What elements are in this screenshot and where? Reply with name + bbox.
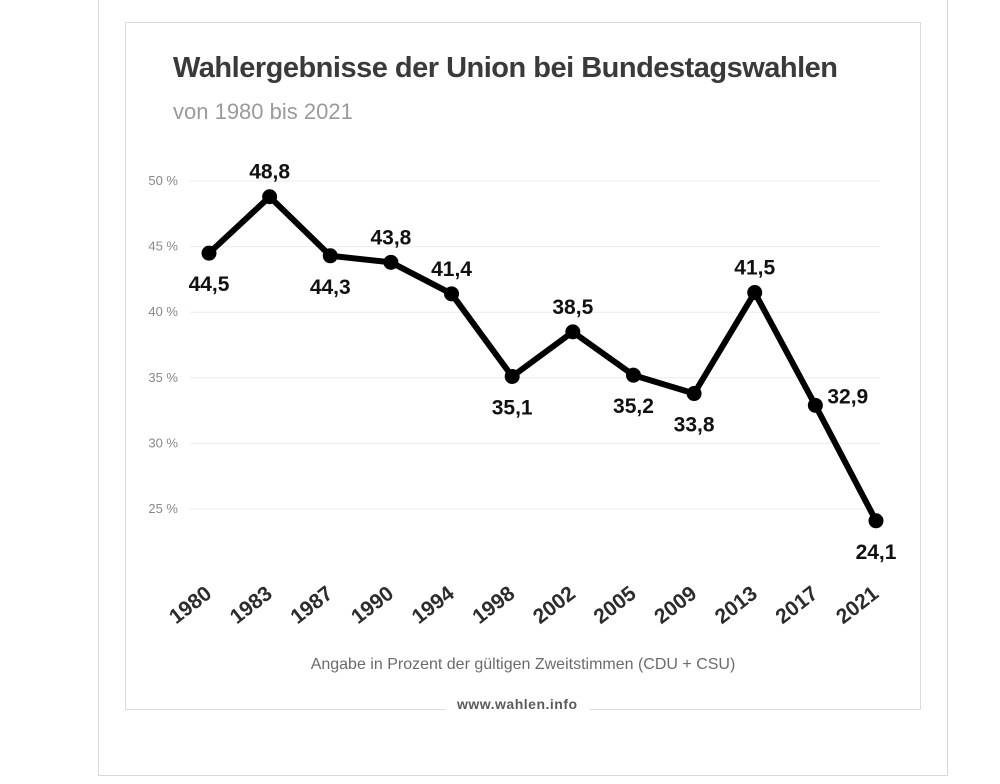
y-tick-label: 30 %	[148, 435, 178, 450]
data-label: 38,5	[552, 296, 593, 319]
y-tick-label: 45 %	[148, 239, 178, 254]
x-tick-label: 1990	[347, 582, 398, 629]
y-axis-ticks: 25 % 30 % 35 % 40 % 45 % 50 %	[148, 173, 178, 516]
source-watermark[interactable]: www.wahlen.info	[445, 696, 590, 712]
axis-note: Angabe in Prozent der gültigen Zweitstim…	[310, 656, 736, 673]
data-point	[868, 513, 884, 529]
data-point	[565, 324, 581, 340]
chart-subtitle: von 1980 bis 2021	[173, 99, 353, 124]
series-line	[206, 193, 879, 524]
x-tick-label: 2002	[529, 582, 580, 629]
x-tick-label: 2009	[650, 582, 701, 629]
chart-title: Wahlergebnisse der Union bei Bundestagsw…	[173, 52, 838, 84]
x-tick-label: 2013	[711, 582, 762, 629]
data-label: 41,4	[431, 258, 472, 281]
data-point	[686, 386, 702, 402]
y-tick-label: 25 %	[148, 501, 178, 516]
data-label: 32,9	[827, 385, 868, 408]
data-point	[262, 189, 278, 205]
data-point	[444, 286, 460, 302]
series-line-path	[206, 193, 879, 524]
data-point	[504, 368, 520, 384]
x-tick-label: 1998	[468, 582, 519, 629]
data-point	[807, 397, 823, 413]
data-label: 33,8	[674, 414, 715, 437]
data-point	[322, 248, 338, 264]
data-label: 41,5	[734, 257, 775, 280]
data-label: 44,5	[189, 273, 230, 296]
data-point	[201, 245, 217, 261]
data-point	[383, 254, 399, 270]
data-label: 24,1	[856, 541, 897, 564]
x-tick-label: 1987	[286, 582, 337, 629]
y-tick-label: 35 %	[148, 370, 178, 385]
x-tick-label: 1980	[165, 582, 216, 629]
data-points	[201, 189, 884, 529]
data-label: 48,8	[249, 161, 290, 184]
x-axis-ticks: 1980 1983 1987 1990 1994 1998 2002 2005 2009 2013…	[165, 582, 883, 629]
data-labels: 44,5 48,8 44,3 43,8 41,4 35,1 38,5 35,2 33,8 41,5…	[189, 161, 897, 564]
x-tick-label: 2021	[832, 582, 883, 629]
data-label: 35,1	[492, 396, 533, 419]
data-point	[625, 367, 641, 383]
grid-lines	[190, 180, 880, 510]
x-tick-label: 2005	[590, 582, 641, 629]
data-label: 35,2	[613, 395, 654, 418]
x-tick-label: 1983	[226, 582, 277, 629]
data-label: 44,3	[310, 276, 351, 299]
x-tick-label: 2017	[771, 582, 822, 629]
y-tick-label: 50 %	[148, 173, 178, 188]
y-tick-label: 40 %	[148, 304, 178, 319]
data-point	[747, 285, 763, 301]
x-tick-label: 1994	[408, 582, 459, 629]
data-label: 43,8	[370, 226, 411, 249]
